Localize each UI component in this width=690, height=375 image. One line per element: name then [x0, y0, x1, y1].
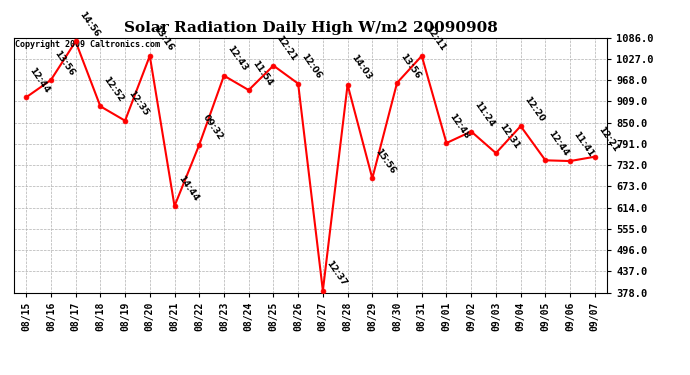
Text: 09:32: 09:32 [201, 114, 224, 142]
Title: Solar Radiation Daily High W/m2 20090908: Solar Radiation Daily High W/m2 20090908 [124, 21, 497, 35]
Text: 11:24: 11:24 [473, 100, 497, 129]
Text: 12:06: 12:06 [299, 53, 323, 81]
Text: 11:54: 11:54 [250, 58, 274, 87]
Text: 11:41: 11:41 [571, 129, 595, 158]
Text: 12:31: 12:31 [497, 122, 521, 150]
Text: 12:11: 12:11 [423, 24, 447, 53]
Text: 12:21: 12:21 [275, 34, 299, 63]
Text: 13:56: 13:56 [398, 51, 422, 80]
Text: 12:48: 12:48 [448, 111, 472, 140]
Text: 12:43: 12:43 [226, 44, 249, 73]
Text: 14:44: 14:44 [176, 174, 200, 203]
Text: Copyright 2009 Caltronics.com: Copyright 2009 Caltronics.com [15, 40, 160, 49]
Text: 14:56: 14:56 [77, 10, 101, 39]
Text: 12:52: 12:52 [101, 75, 126, 104]
Text: 14:03: 14:03 [349, 53, 373, 82]
Text: 15:56: 15:56 [374, 147, 397, 176]
Text: 13:56: 13:56 [52, 49, 76, 77]
Text: 12:21: 12:21 [596, 125, 620, 154]
Text: 12:44: 12:44 [28, 66, 52, 94]
Text: 13:16: 13:16 [151, 24, 175, 53]
Text: 12:37: 12:37 [324, 259, 348, 288]
Text: 12:35: 12:35 [126, 89, 150, 118]
Text: 12:44: 12:44 [546, 129, 571, 158]
Text: 12:20: 12:20 [522, 95, 546, 123]
